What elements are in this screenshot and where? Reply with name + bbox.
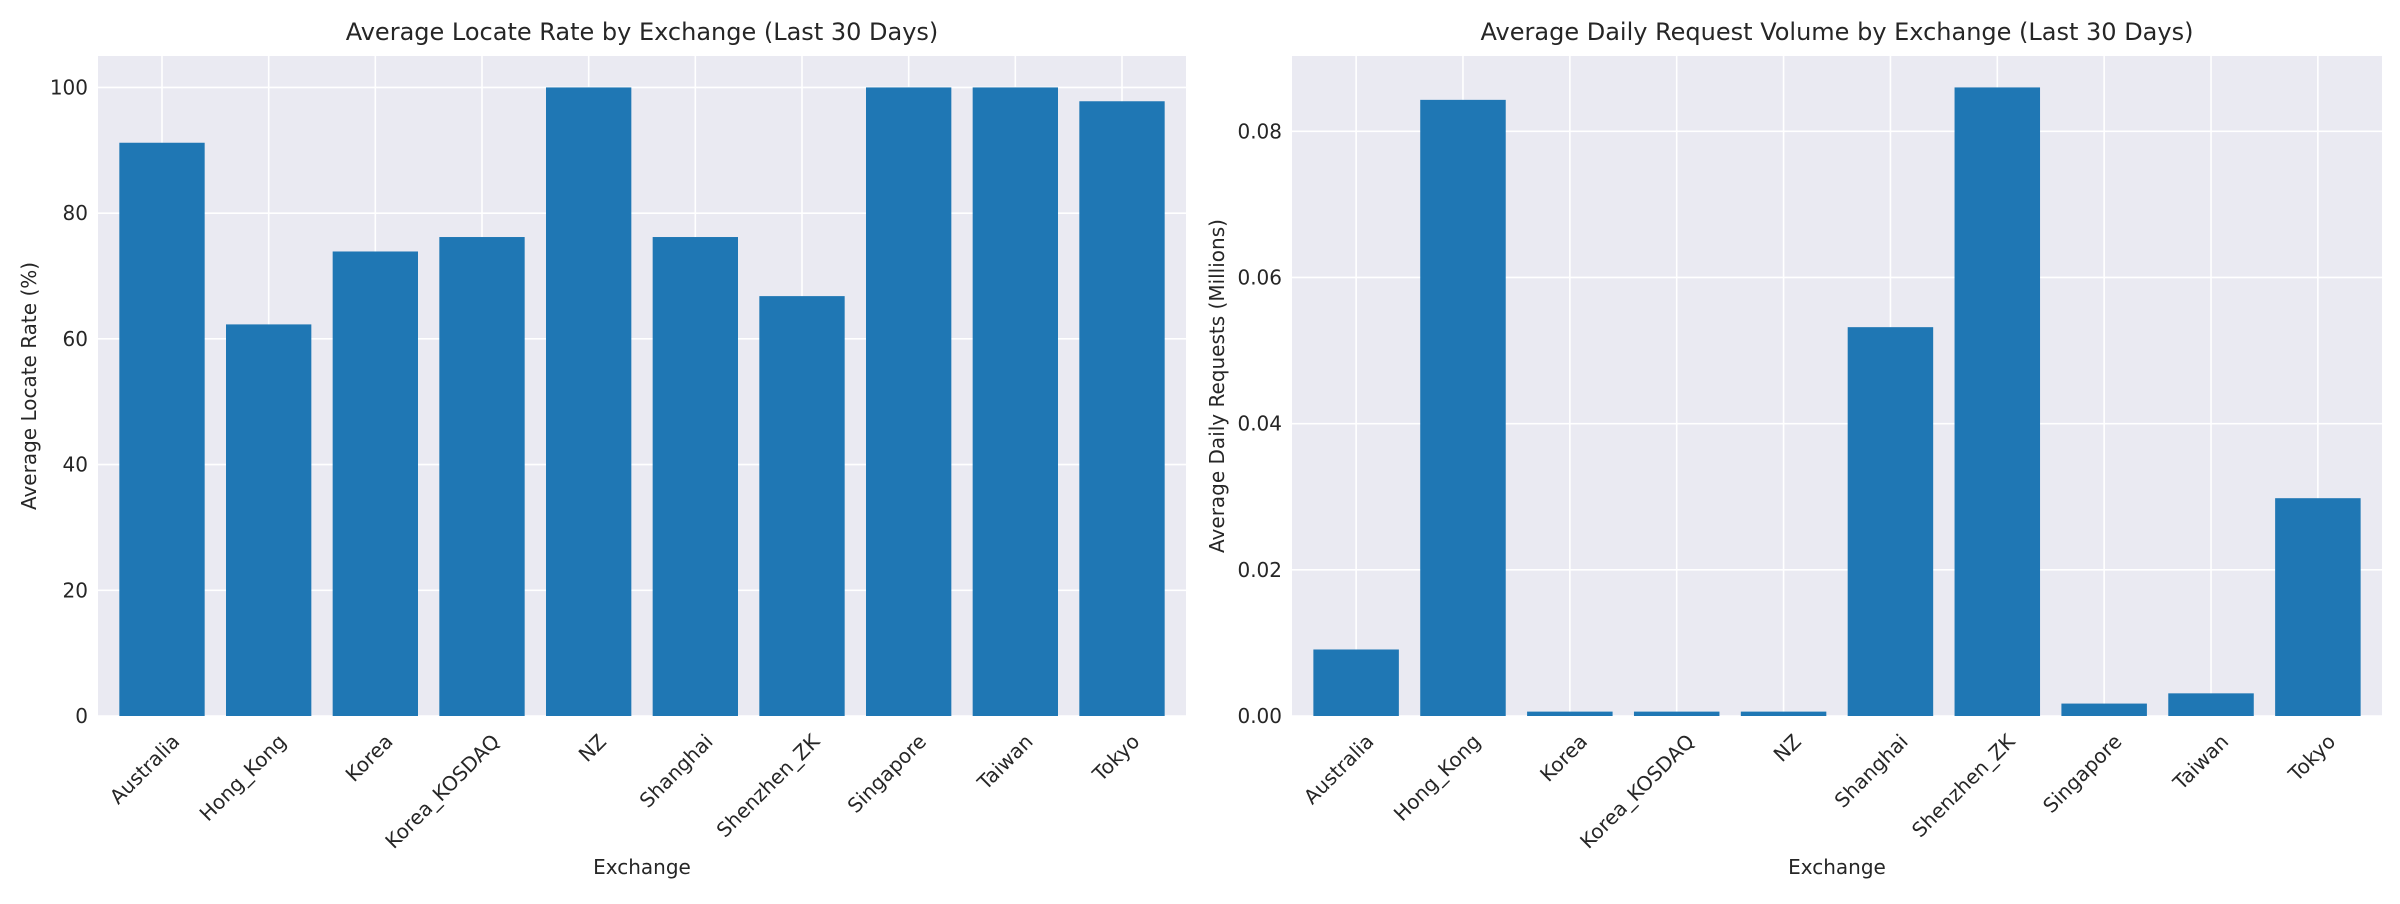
chart-title: Average Daily Request Volume by Exchange…	[1481, 18, 2194, 46]
x-tick-label: NZ	[574, 729, 611, 766]
bar	[1420, 99, 1506, 716]
bar	[2061, 703, 2147, 716]
x-tick-label: Hong_Kong	[1389, 729, 1485, 825]
x-tick-label: Australia	[1299, 729, 1379, 809]
x-tick-label: NZ	[1769, 729, 1806, 766]
bar	[2168, 693, 2254, 716]
y-tick-labels: 0 20 40 60 80 100	[50, 75, 88, 728]
bar	[1740, 711, 1827, 716]
x-tick-label: Taiwan	[972, 729, 1038, 795]
bar	[1313, 649, 1399, 716]
bar	[2275, 498, 2361, 716]
x-axis-label: Exchange	[593, 855, 691, 879]
bar	[1079, 101, 1165, 716]
x-tick-label: Korea	[341, 729, 398, 786]
x-axis-label: Exchange	[1788, 855, 1886, 879]
y-tick-label: 0.06	[1237, 265, 1282, 289]
x-tick-label: Shanghai	[1830, 729, 1913, 812]
chart-title: Average Locate Rate by Exchange (Last 30…	[346, 18, 939, 46]
bar	[866, 87, 952, 716]
x-tick-label: Korea	[1535, 729, 1592, 786]
x-tick-label: Shenzhen_ZK	[1907, 729, 2020, 842]
y-tick-label: 20	[63, 578, 88, 602]
bar	[439, 237, 525, 716]
x-tick-label: Tokyo	[1087, 729, 1144, 786]
bar	[759, 296, 845, 716]
bar	[119, 142, 205, 716]
x-tick-label: Korea_KOSDAQ	[1575, 729, 1699, 853]
y-tick-labels: 0.00 0.02 0.04 0.06 0.08	[1237, 119, 1282, 728]
x-tick-label: Taiwan	[2168, 729, 2234, 795]
bar	[332, 251, 418, 716]
chart-locate-rate: 0 20 40 60 80 100 Australia Hong_Kong KoreaKore…	[17, 18, 1186, 879]
x-tick-label: Hong_Kong	[195, 729, 291, 825]
y-tick-label: 0.08	[1237, 119, 1282, 143]
bar	[1847, 327, 1934, 716]
chart-request-volume: 0.00 0.02 0.04 0.06 0.08 Australia Hong_Kong K…	[1205, 18, 2382, 879]
bar	[1633, 711, 1720, 716]
y-tick-label: 0.00	[1237, 704, 1282, 728]
bars	[1313, 87, 2361, 716]
y-tick-label: 60	[63, 327, 88, 351]
bar	[1527, 711, 1613, 716]
bar	[972, 87, 1058, 716]
x-tick-label: Korea_KOSDAQ	[380, 729, 504, 853]
x-tick-label: Australia	[105, 729, 185, 809]
y-axis-label: Average Daily Requests (Millions)	[1205, 219, 1229, 553]
x-tick-label: Shenzhen_ZK	[712, 729, 825, 842]
x-tick-label: Singapore	[843, 729, 931, 817]
bar	[226, 324, 312, 716]
y-tick-label: 80	[63, 201, 88, 225]
y-tick-label: 40	[63, 453, 88, 477]
x-tick-label: Singapore	[2038, 729, 2126, 817]
x-tick-label: Tokyo	[2283, 729, 2340, 786]
bar	[652, 237, 738, 716]
y-tick-label: 0.04	[1237, 412, 1282, 436]
bar	[1954, 87, 2041, 716]
y-tick-label: 100	[50, 75, 88, 99]
y-axis-label: Average Locate Rate (%)	[17, 262, 41, 510]
x-tick-label: Shanghai	[635, 729, 718, 812]
y-tick-label: 0	[75, 704, 88, 728]
y-tick-label: 0.02	[1237, 558, 1282, 582]
bar	[546, 87, 632, 716]
bars	[119, 87, 1165, 716]
